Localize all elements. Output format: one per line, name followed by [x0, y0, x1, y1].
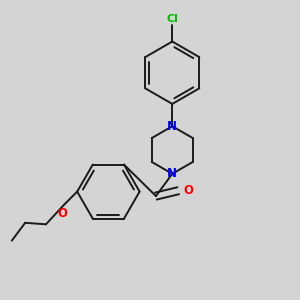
Text: N: N: [167, 167, 177, 180]
Text: N: N: [167, 120, 177, 133]
Text: O: O: [184, 184, 194, 197]
Text: O: O: [57, 207, 67, 220]
Text: Cl: Cl: [167, 14, 178, 24]
